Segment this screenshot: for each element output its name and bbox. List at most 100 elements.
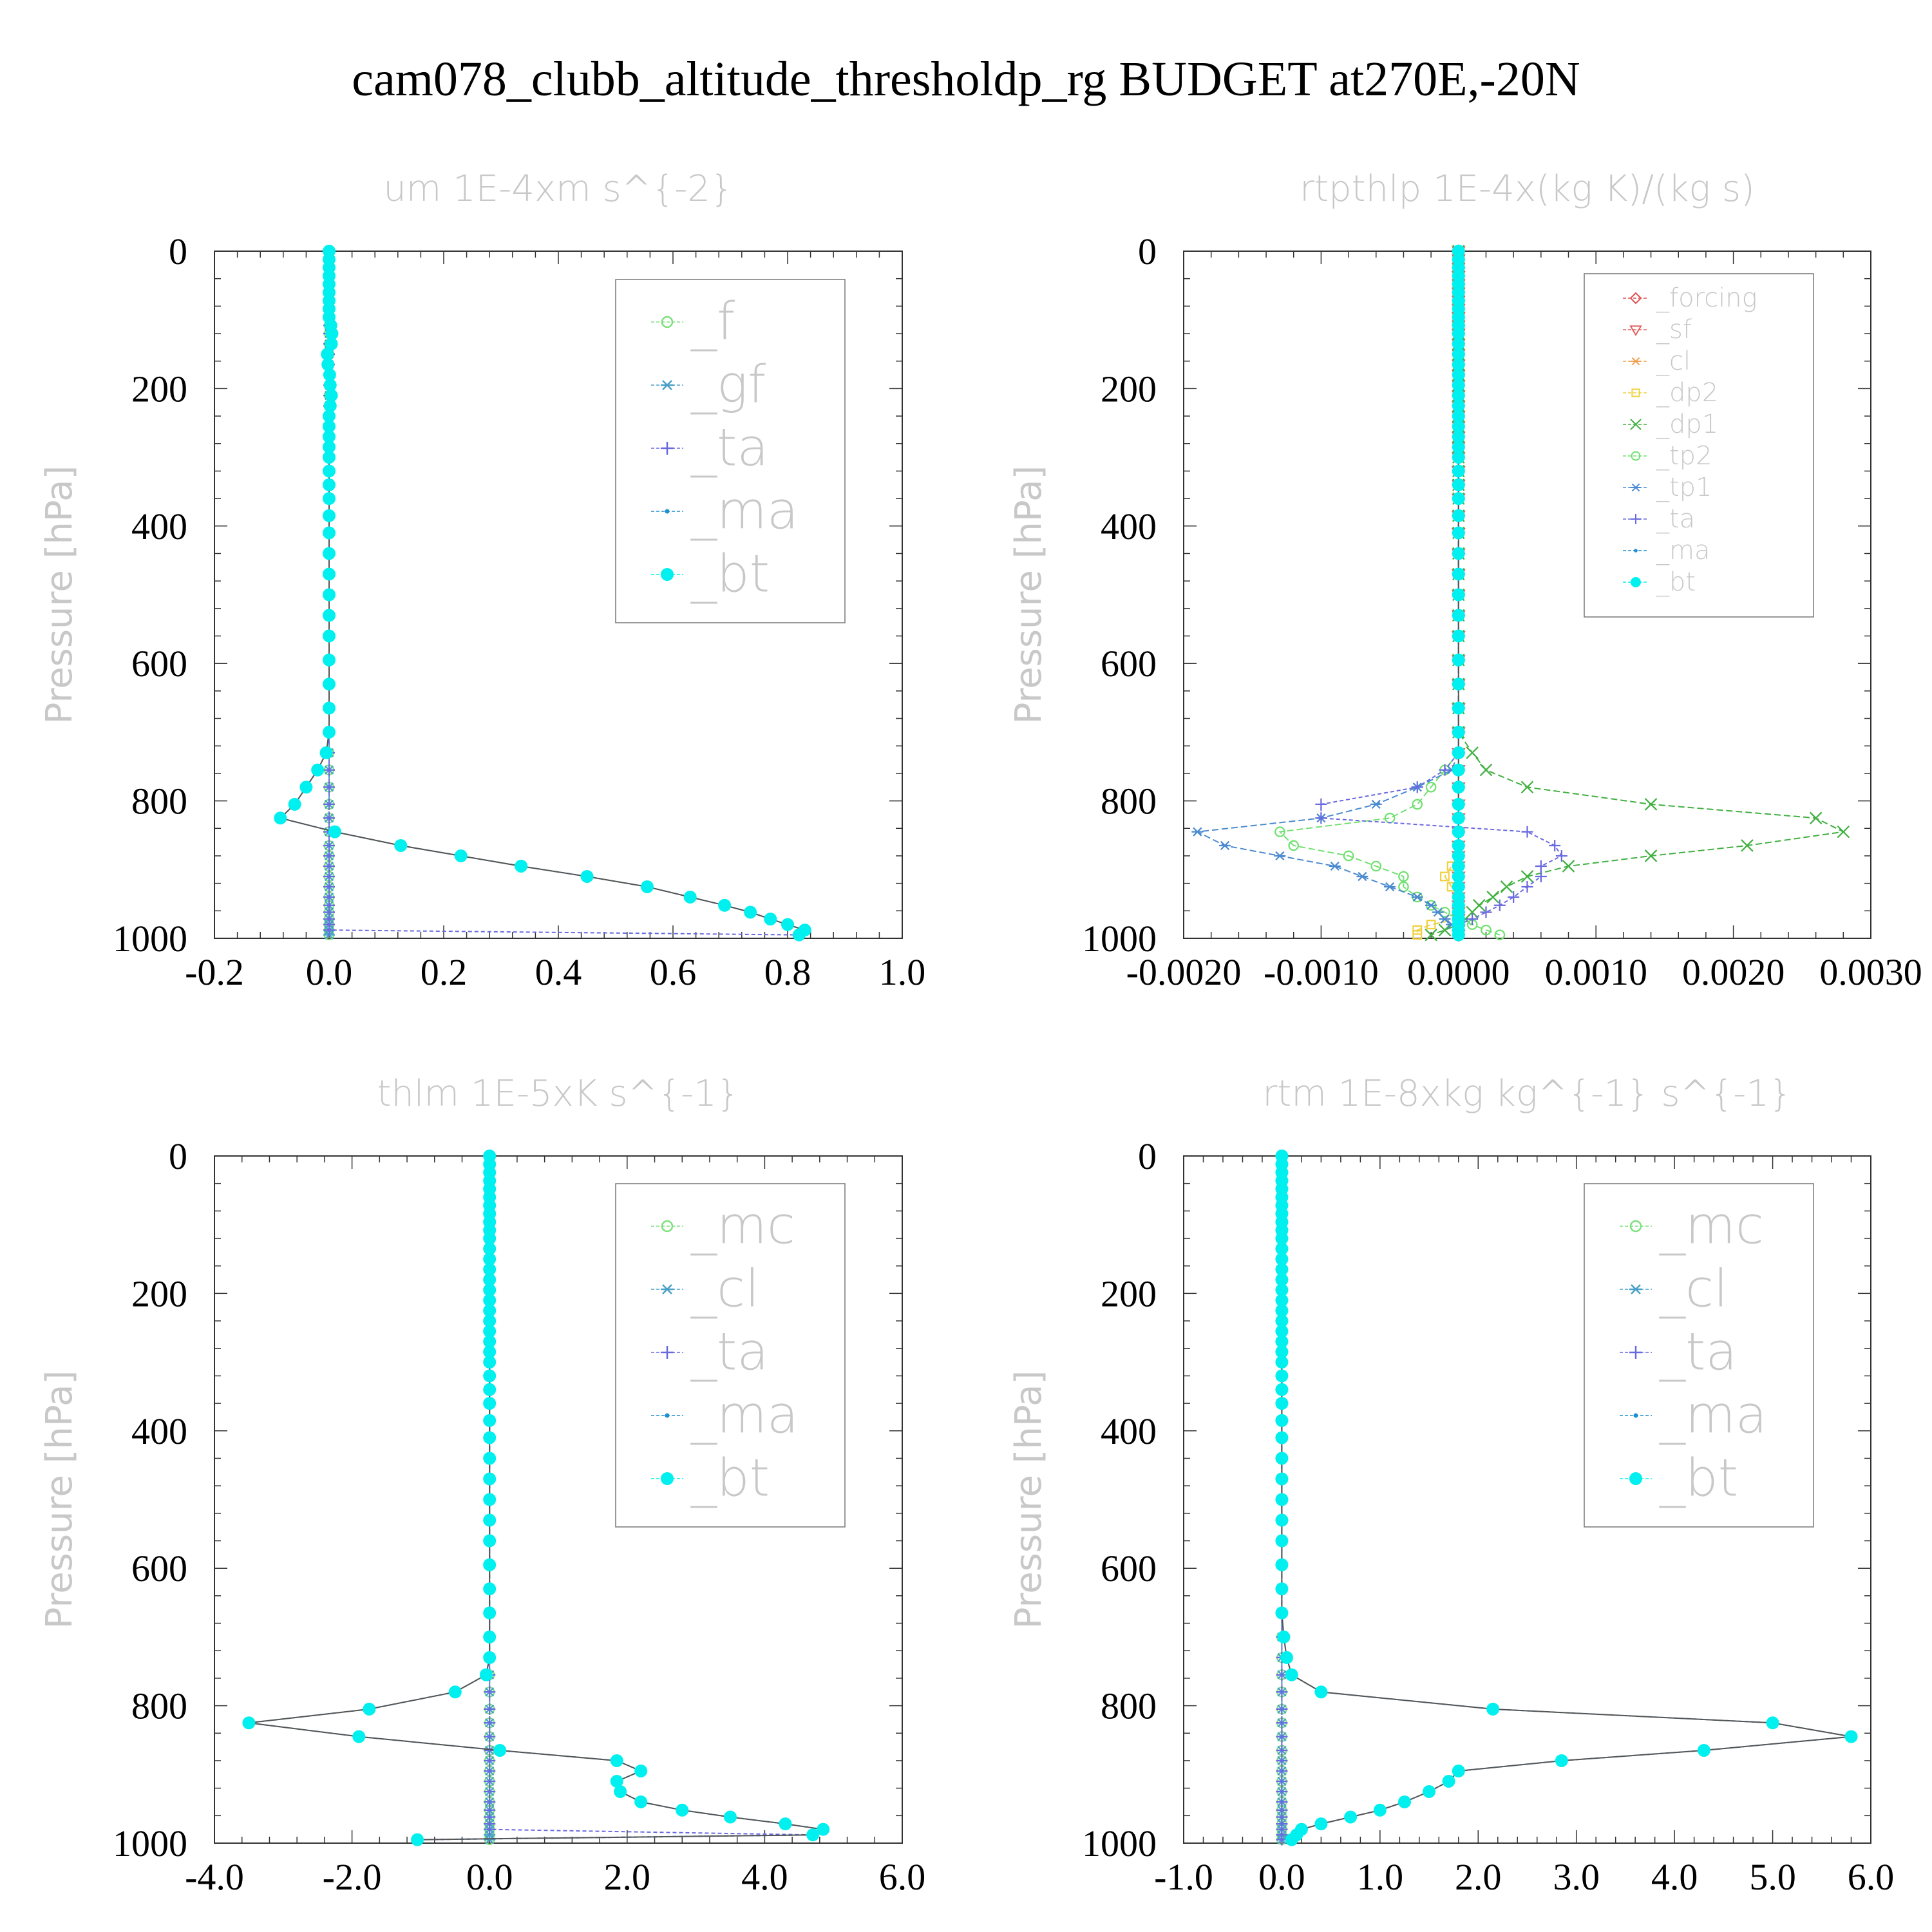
legend-label: _forcing xyxy=(1656,283,1757,313)
data-point xyxy=(634,1764,648,1777)
data-point xyxy=(1398,871,1409,882)
data-point xyxy=(411,1833,424,1846)
legend-marker xyxy=(1629,325,1642,336)
data-point xyxy=(1276,1717,1288,1729)
data-point xyxy=(1452,588,1465,601)
legend-marker xyxy=(661,568,674,581)
y-axis-label: Pressure [hPa] xyxy=(39,1370,80,1629)
legend-label: _dp1 xyxy=(1656,410,1718,439)
x-tick-label: -0.2 xyxy=(185,951,244,993)
data-point xyxy=(483,1325,497,1338)
data-point xyxy=(483,1263,497,1276)
x-tick-label: -1.0 xyxy=(1154,1856,1213,1898)
y-tick-label: 0 xyxy=(1138,1135,1157,1177)
legend-marker xyxy=(661,380,674,390)
data-point xyxy=(1275,1232,1289,1245)
data-point xyxy=(288,797,301,811)
data-point xyxy=(1452,811,1465,825)
data-point xyxy=(1555,1754,1568,1767)
legend-box xyxy=(615,279,846,623)
legend-label: _ma xyxy=(1659,1385,1767,1444)
data-point xyxy=(1426,920,1436,930)
legend-marker xyxy=(1633,1413,1638,1418)
data-point xyxy=(1452,451,1465,464)
x-tick-label: -2.0 xyxy=(323,1856,382,1898)
x-tick-label: 4.0 xyxy=(1651,1856,1698,1898)
series-bt xyxy=(1452,245,1465,942)
data-point xyxy=(1329,861,1341,871)
data-point xyxy=(323,379,337,392)
series-tp2 xyxy=(1274,245,1506,940)
data-point xyxy=(1493,899,1506,911)
legend-label: _dp2 xyxy=(1656,378,1718,408)
legend-label: _bt xyxy=(690,544,770,603)
data-point xyxy=(323,924,335,936)
data-point xyxy=(515,859,528,873)
x-tick-label: -0.0020 xyxy=(1126,951,1242,993)
legend-label: _sf xyxy=(1656,315,1692,345)
legend: _f_gf_ta_ma_bt xyxy=(615,279,846,623)
data-point xyxy=(484,1754,496,1766)
data-point xyxy=(724,1810,737,1824)
data-point xyxy=(1432,907,1444,917)
x-tick-label: 2.0 xyxy=(604,1856,651,1898)
series-tp1 xyxy=(1191,246,1464,940)
data-point xyxy=(323,798,335,810)
y-tick-label: 600 xyxy=(1101,643,1157,685)
data-point xyxy=(323,725,336,739)
data-point xyxy=(640,880,654,893)
data-point xyxy=(1535,870,1547,882)
data-point xyxy=(1452,430,1465,444)
data-point xyxy=(323,588,336,601)
data-point xyxy=(683,890,697,904)
data-point xyxy=(323,677,336,691)
data-point xyxy=(484,1686,496,1698)
x-tick-label: 4.0 xyxy=(741,1856,788,1898)
legend-marker xyxy=(665,1413,670,1418)
data-point xyxy=(1370,860,1382,872)
data-point xyxy=(1373,1803,1387,1817)
data-point xyxy=(484,1765,496,1777)
data-point xyxy=(1466,913,1479,925)
x-tick-label: 6.0 xyxy=(1848,1856,1895,1898)
data-point xyxy=(779,1817,792,1831)
data-point xyxy=(1280,1651,1294,1664)
legend-marker xyxy=(1629,1284,1642,1294)
data-point xyxy=(483,1253,497,1266)
legend-marker xyxy=(1631,451,1641,461)
legend-label: _cl xyxy=(690,1258,759,1318)
series-line xyxy=(1278,251,1501,936)
data-point xyxy=(1452,368,1465,382)
y-tick-label: 0 xyxy=(1138,231,1157,272)
data-point xyxy=(806,1828,820,1842)
data-point xyxy=(1276,1744,1288,1756)
data-point xyxy=(323,870,335,882)
data-point xyxy=(1452,509,1465,522)
legend-label: _mc xyxy=(690,1195,795,1255)
data-point xyxy=(1520,781,1534,794)
data-point xyxy=(323,410,336,423)
data-point xyxy=(1315,798,1327,810)
data-point xyxy=(1466,746,1479,759)
y-tick-label: 800 xyxy=(131,781,187,822)
legend-label: _bt xyxy=(1659,1448,1738,1508)
data-point xyxy=(454,849,468,862)
x-tick-label: 0.0010 xyxy=(1544,951,1647,993)
data-point xyxy=(1423,1785,1436,1798)
data-point xyxy=(483,1493,497,1506)
y-tick-label: 1000 xyxy=(1082,1823,1157,1864)
legend-marker xyxy=(1631,388,1640,397)
data-point xyxy=(1275,1345,1289,1359)
y-tick-label: 200 xyxy=(1101,368,1157,410)
data-point xyxy=(323,526,336,540)
data-point xyxy=(614,1785,627,1798)
data-point xyxy=(352,1730,366,1743)
legend-box xyxy=(1584,273,1814,618)
data-point xyxy=(323,839,335,851)
data-point xyxy=(1741,839,1754,852)
data-point xyxy=(1344,1810,1358,1824)
legend-label: _mc xyxy=(1659,1195,1764,1255)
data-point xyxy=(1766,1716,1779,1730)
data-point xyxy=(1452,825,1465,838)
